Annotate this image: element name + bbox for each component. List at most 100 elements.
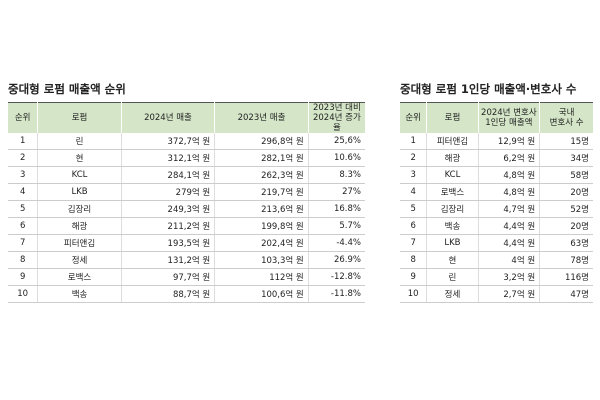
header-cell: 로펌 [426, 102, 479, 133]
cell: 정세 [426, 285, 479, 303]
cell: 282,1억 원 [214, 149, 309, 167]
cell: 52명 [539, 200, 593, 218]
header-cell: 순위 [400, 102, 427, 133]
cell: 4,4억 원 [477, 234, 540, 252]
cell: 2 [400, 149, 427, 167]
cell: 296,8억 원 [214, 133, 309, 150]
cell: 47명 [539, 285, 593, 303]
cell: LKB [426, 234, 479, 252]
header-text: 순위 [405, 113, 421, 123]
cell: 백송 [37, 285, 122, 303]
cell: 현 [37, 149, 122, 167]
cell: 피터앤김 [426, 133, 479, 150]
cell: 8 [8, 251, 38, 269]
row: 8 현 4억 원 78명 [400, 251, 593, 269]
cell: 해광 [426, 149, 479, 167]
cell: 2 [8, 149, 38, 167]
cell: 312,1억 원 [120, 149, 215, 167]
cell: 5 [8, 200, 38, 218]
cell: 15명 [539, 133, 593, 150]
cell: 249,3억 원 [120, 200, 215, 218]
cell: 26.9% [307, 251, 365, 269]
cell: KCL [426, 166, 479, 184]
cell: 211,2억 원 [120, 217, 215, 235]
cell: 3 [400, 166, 427, 184]
header-text: 2024년 증가율 [312, 113, 361, 133]
header-text: 2023년 매출 [237, 113, 286, 123]
header-cell: 2024년 매출 [120, 102, 215, 133]
header-row: 순위 로펌 2024년 변호사 1인당 매출액 국내 변호사 수 [400, 102, 593, 133]
left-panel: 중대형 로펌 매출액 순위 순위 로펌 2024년 매출 2023년 매출 2023년 … [8, 80, 365, 303]
row: 9 린 3,2억 원 116명 [400, 268, 593, 286]
header-text: 국내 [558, 108, 575, 118]
cell: -11.8% [307, 285, 365, 303]
cell: 4,4억 원 [477, 217, 540, 235]
cell: 6 [8, 217, 38, 235]
header-cell: 순위 [8, 102, 38, 133]
row: 5 김장리 249,3억 원 213,6억 원 16.8% [8, 200, 365, 218]
cell: 199,8억 원 [214, 217, 309, 235]
cell: 피터앤김 [37, 234, 122, 252]
cell: 10.6% [307, 149, 365, 167]
cell: 3 [8, 166, 38, 184]
cell: 78명 [539, 251, 593, 269]
cell: 5 [400, 200, 427, 218]
cell: 63명 [539, 234, 593, 252]
header-cell: 2023년 대비 2024년 증가율 [307, 102, 365, 133]
cell: 로백스 [426, 183, 479, 201]
revenue-table: 순위 로펌 2024년 매출 2023년 매출 2023년 대비 2024년 증가율 1 린 3… [8, 102, 365, 303]
cell: 279억 원 [120, 183, 215, 201]
header-cell: 국내 변호사 수 [539, 102, 593, 133]
cell: 12,9억 원 [477, 133, 540, 150]
header-text: 2024년 변호사 [481, 108, 537, 118]
cell: 25,6% [307, 133, 365, 150]
header-cell: 로펌 [37, 102, 122, 133]
cell: 린 [37, 133, 122, 150]
cell: 20명 [539, 217, 593, 235]
header-cell: 2023년 매출 [214, 102, 309, 133]
cell: 김장리 [37, 200, 122, 218]
cell: 34명 [539, 149, 593, 167]
header-row: 순위 로펌 2024년 매출 2023년 매출 2023년 대비 2024년 증가율 [8, 102, 365, 133]
header-text: 변호사 수 [549, 118, 584, 128]
cell: 7 [400, 234, 427, 252]
cell: 16.8% [307, 200, 365, 218]
cell: 1 [400, 133, 427, 150]
cell: 4 [400, 183, 427, 201]
cell: 1 [8, 133, 38, 150]
cell: 백송 [426, 217, 479, 235]
row: 2 해광 6,2억 원 34명 [400, 149, 593, 167]
cell: 로백스 [37, 268, 122, 286]
cell: 김장리 [426, 200, 479, 218]
cell: 7 [8, 234, 38, 252]
header-cell: 2024년 변호사 1인당 매출액 [477, 102, 540, 133]
cell: 린 [426, 268, 479, 286]
row: 6 백송 4,4억 원 20명 [400, 217, 593, 235]
row: 1 피터앤김 12,9억 원 15명 [400, 133, 593, 150]
row: 4 로백스 4,8억 원 20명 [400, 183, 593, 201]
cell: -4.4% [307, 234, 365, 252]
cell: 4,8억 원 [477, 166, 540, 184]
row: 2 현 312,1억 원 282,1억 원 10.6% [8, 149, 365, 167]
cell: 8.3% [307, 166, 365, 184]
cell: 8 [400, 251, 427, 269]
cell: 4,7억 원 [477, 200, 540, 218]
cell: LKB [37, 183, 122, 201]
cell: 9 [400, 268, 427, 286]
row: 9 로백스 97,7억 원 112억 원 -12.8% [8, 268, 365, 286]
right-panel: 중대형 로펌 1인당 매출액·변호사 수 순위 로펌 2024년 변호사 1인당 매출… [400, 80, 593, 303]
cell: 정세 [37, 251, 122, 269]
cell: 10 [8, 285, 38, 303]
cell: 372,7억 원 [120, 133, 215, 150]
row: 7 LKB 4,4억 원 63명 [400, 234, 593, 252]
row: 8 정세 131,2억 원 103,3억 원 26.9% [8, 251, 365, 269]
cell: KCL [37, 166, 122, 184]
cell: 6,2억 원 [477, 149, 540, 167]
cell: 202,4억 원 [214, 234, 309, 252]
header-text: 로펌 [444, 113, 461, 123]
cell: 4억 원 [477, 251, 540, 269]
cell: 97,7억 원 [120, 268, 215, 286]
cell: 2,7억 원 [477, 285, 540, 303]
